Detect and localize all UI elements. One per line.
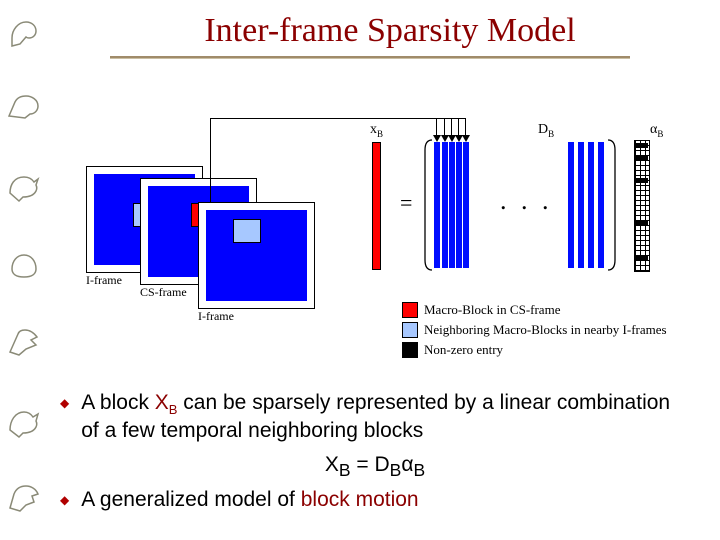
equals-sign: = [400, 190, 412, 216]
animal-icon [4, 86, 44, 126]
griffin-icon [4, 400, 44, 440]
bull-icon [4, 165, 44, 205]
legend-row: Non-zero entry [402, 342, 667, 358]
nonzero-entry [635, 143, 648, 148]
nonzero-entry [635, 220, 648, 225]
d-b-label: DB [538, 122, 554, 139]
horse-icon [4, 478, 44, 518]
arrow-drop [444, 119, 445, 136]
arrow-drop [465, 119, 466, 136]
title-underline [110, 56, 630, 59]
bullet-list: ◆A block XB can be sparsely represented … [60, 390, 690, 521]
nonzero-entry [635, 178, 648, 183]
bullet-item: ◆ A generalized model of block motion [60, 487, 690, 513]
legend: Macro-Block in CS-frame Neighboring Macro… [402, 302, 667, 362]
legend-swatch [402, 342, 418, 358]
i-frame-front-label: I-frame [198, 309, 234, 324]
legend-text: Macro-Block in CS-frame [424, 302, 560, 318]
arrow-up [210, 118, 211, 202]
legend-row: Macro-Block in CS-frame [402, 302, 667, 318]
legend-text: Non-zero entry [424, 342, 503, 358]
dictionary-column [442, 142, 448, 268]
x-b-vector [372, 142, 381, 270]
slide-title: Inter-frame Sparsity Model [110, 12, 670, 50]
arrow-drop [451, 119, 452, 136]
matrix-ellipsis: . . . [500, 186, 553, 216]
cs-frame-label: CS-frame [140, 285, 187, 300]
lion-icon [4, 10, 44, 50]
bird-icon [4, 322, 44, 362]
bullet-item: ◆A block XB can be sparsely represented … [60, 390, 690, 445]
legend-row: Neighboring Macro-Blocks in nearby I-fra… [402, 322, 667, 338]
arrow-drop [436, 119, 437, 136]
alpha-b-label: αB [650, 122, 663, 139]
bullet-equation: XB = DBαB [60, 453, 690, 481]
x-b-label: xB [370, 122, 383, 139]
neighbor-block-front [233, 219, 261, 243]
i-frame-back-label: I-frame [86, 273, 122, 288]
dictionary-column [588, 142, 594, 268]
bullet-mark-icon: ◆ [60, 396, 69, 445]
dictionary-column [463, 142, 469, 268]
nonzero-entry [635, 155, 648, 160]
sidebar-icons [0, 0, 46, 540]
matrix-left-bracket [424, 138, 434, 272]
matrix-right-bracket [606, 138, 616, 272]
bullet-mark-icon: ◆ [60, 493, 69, 513]
arrowhead-down-icon [462, 135, 470, 142]
legend-text: Neighboring Macro-Blocks in nearby I-fra… [424, 322, 667, 338]
face-icon [4, 243, 44, 283]
legend-swatch [402, 322, 418, 338]
dictionary-column [568, 142, 574, 268]
arrowhead-down-icon [433, 135, 441, 142]
dictionary-column [449, 142, 455, 268]
dictionary-column [578, 142, 584, 268]
bullet-text: A block XB can be sparsely represented b… [81, 390, 690, 445]
arrow-drop [458, 119, 459, 136]
dictionary-column [598, 142, 604, 268]
dictionary-column [456, 142, 462, 268]
legend-swatch [402, 302, 418, 318]
i-frame-front [198, 202, 315, 309]
dictionary-column [434, 142, 440, 268]
arrow-across [210, 118, 466, 119]
bullet-text: A generalized model of block motion [81, 487, 418, 513]
nonzero-entry [635, 256, 648, 261]
